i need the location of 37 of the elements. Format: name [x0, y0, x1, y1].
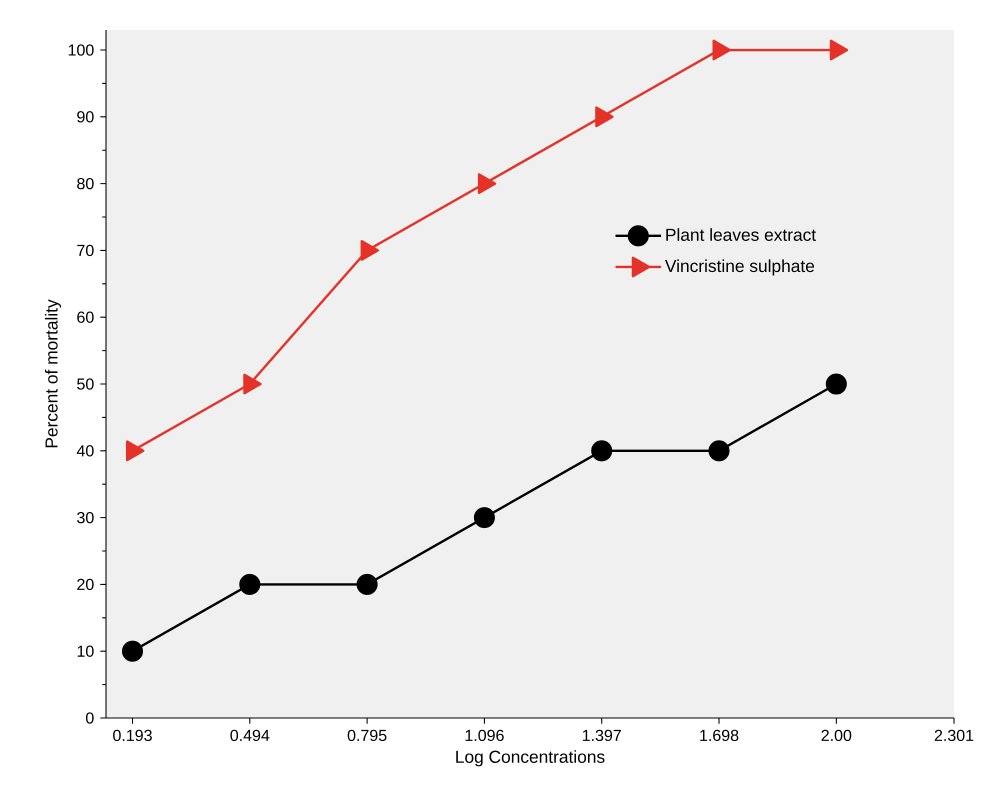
y-tick-label: 90	[77, 111, 94, 122]
point	[478, 173, 496, 194]
x-tick-label: 0.795	[348, 730, 386, 742]
y-tick-label: 0	[86, 712, 94, 724]
y-tick-label: 100	[68, 44, 94, 56]
point	[712, 40, 731, 60]
x-tick-label: 1.397	[582, 730, 621, 742]
point	[126, 440, 144, 462]
x-tick-label: 2.301	[934, 730, 974, 742]
x-tick-label: 1.698	[700, 730, 738, 742]
x-tick-label: 1.096	[466, 730, 504, 742]
legend-label: Vincristine sulphate	[664, 259, 814, 276]
y-tick-label: 80	[77, 178, 94, 190]
y-tick-label: 30	[77, 512, 94, 524]
point	[474, 507, 495, 528]
x-tick-label: 0.193	[113, 730, 152, 742]
x-tick-label: 2.00	[822, 730, 852, 742]
point	[595, 106, 614, 128]
y-tick-label: 40	[76, 445, 94, 456]
y-tick-label: 60	[77, 312, 94, 323]
point	[122, 640, 144, 662]
point	[356, 574, 378, 595]
point	[360, 240, 379, 261]
x-tick-label: 0.494	[230, 730, 270, 742]
point	[239, 574, 260, 595]
y-tick-label: 70	[77, 244, 94, 256]
x-axis-title: Log Concentrations	[456, 750, 605, 766]
point	[830, 40, 848, 60]
y-tick-label: 10	[78, 646, 94, 657]
y-axis-title: Percent of mortality	[44, 299, 62, 448]
point	[826, 373, 847, 395]
point	[708, 440, 730, 462]
point	[243, 374, 262, 394]
point	[591, 440, 612, 462]
y-tick-label: 20	[77, 578, 94, 590]
legend-label: Plant leaves extract	[666, 228, 816, 241]
y-tick-label: 50	[77, 378, 94, 390]
